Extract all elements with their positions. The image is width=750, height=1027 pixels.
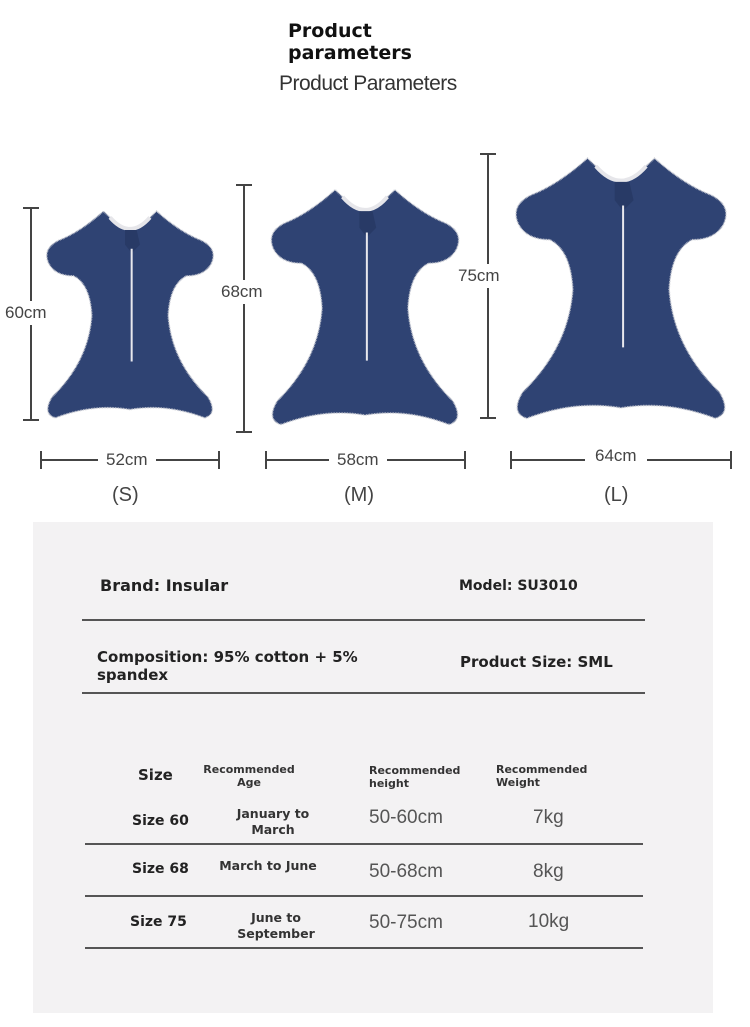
sleep-sack-body [516, 158, 726, 418]
weight-cell: 7kg [533, 807, 564, 828]
age-cell: June to September [237, 910, 315, 941]
height-cell: 50-68cm [369, 861, 443, 882]
sleep-sack-small-image [42, 207, 218, 420]
model-text: Model: SU3010 [459, 578, 578, 594]
collar-trim [110, 217, 150, 228]
zipper-tab [614, 181, 634, 211]
age-cell: March to June [219, 858, 317, 873]
specs-panel [33, 522, 713, 1013]
collar-trim [343, 197, 388, 210]
width-label-s: 52cm [98, 448, 156, 472]
sleep-sack-body [47, 211, 214, 418]
height-cell: 50-75cm [369, 912, 443, 933]
weight-cell: 10kg [528, 911, 570, 932]
table-header-height: Recommended height [369, 764, 461, 790]
table-header-weight: Recommended Weight [496, 763, 588, 789]
page-title: Product parameters [288, 20, 412, 64]
collar-trim [596, 166, 646, 180]
height-label-s: 60cm [5, 301, 47, 325]
size-label-m: (M) [344, 484, 374, 506]
sleep-sack-medium-image [266, 185, 464, 427]
table-row-divider [85, 947, 643, 949]
height-label-l: 75cm [458, 264, 500, 288]
table-row-divider [85, 843, 643, 845]
size-label-s: (S) [112, 484, 139, 506]
size-cell: Size 68 [132, 861, 189, 877]
divider [82, 619, 645, 621]
size-cell: Size 60 [132, 813, 189, 829]
table-row-divider [85, 895, 643, 897]
height-label-m: 68cm [221, 280, 263, 304]
page-subtitle: Product Parameters [279, 72, 457, 95]
table-header-age: Recommended Age [203, 763, 295, 789]
size-cell: Size 75 [130, 914, 187, 930]
divider [82, 692, 645, 694]
sleep-sack-body [271, 190, 458, 425]
width-label-l: 64cm [585, 444, 647, 468]
product-size-text: Product Size: SML [460, 653, 613, 671]
age-cell: January to March [236, 806, 310, 837]
table-header-size: Size [138, 766, 173, 784]
brand-text: Brand: Insular [100, 576, 229, 595]
zipper-tab [359, 211, 377, 238]
sleep-sack-large-image [510, 153, 732, 421]
height-cell: 50-60cm [369, 807, 443, 828]
composition-text: Composition: 95% cotton + 5% spandex [97, 648, 358, 684]
zipper-tab [125, 229, 140, 253]
size-label-l: (L) [604, 484, 629, 506]
weight-cell: 8kg [533, 861, 564, 882]
height-dimension-line-m [236, 184, 252, 433]
width-label-m: 58cm [329, 448, 387, 472]
